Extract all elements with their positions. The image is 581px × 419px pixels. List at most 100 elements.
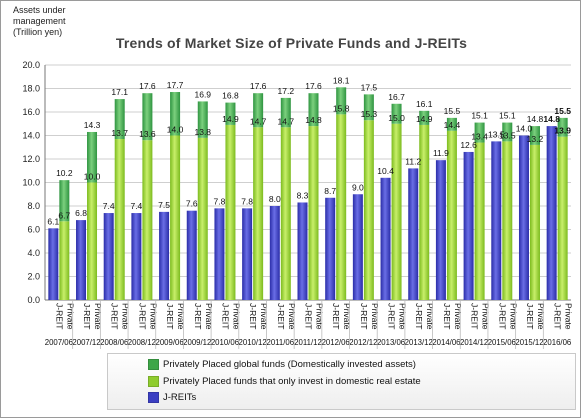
- bar-type-label: Private: [481, 303, 491, 330]
- y-tick-label: 14.0: [22, 131, 40, 141]
- legend-swatch: [148, 392, 159, 403]
- bar-type-label: Private: [259, 303, 269, 330]
- legend: Privately Placed global funds (Domestica…: [107, 353, 576, 410]
- domestic-value-label: 13.6: [139, 129, 156, 139]
- bar-type-label: Private: [508, 303, 518, 330]
- domestic-value-label: 13.7: [111, 128, 128, 138]
- y-axis-label-line: management: [13, 16, 66, 26]
- bar-type-label: Private: [65, 303, 75, 330]
- jreit-bar: [546, 126, 557, 300]
- jreit-value-label: 13.5: [488, 129, 505, 139]
- domestic-value-label: 14.7: [278, 116, 295, 126]
- x-tick-label: 2015/06: [488, 338, 516, 347]
- x-tick-label: 2010/12: [239, 338, 267, 347]
- y-tick-label: 16.0: [22, 107, 40, 117]
- global-bar: [114, 99, 125, 140]
- y-tick-label: 2.0: [27, 272, 40, 282]
- bar-type-label: J-REIT: [442, 303, 452, 329]
- bar-type-label: Private: [204, 303, 214, 330]
- jreit-value-label: 7.4: [103, 201, 115, 211]
- domestic-bar: [253, 127, 264, 301]
- domestic-bar: [225, 124, 236, 300]
- global-bar: [225, 102, 236, 125]
- jreit-value-label: 14.8: [543, 114, 560, 124]
- global-value-label: 17.2: [278, 86, 295, 96]
- domestic-value-label: 13.9: [554, 126, 571, 136]
- x-tick-label: 2014/12: [460, 338, 488, 347]
- x-tick-label: 2009/06: [155, 338, 183, 347]
- x-tick-label: 2011/12: [294, 338, 322, 347]
- y-axis-label-line: (Trillion yen): [13, 27, 63, 37]
- domestic-bar: [391, 123, 402, 300]
- global-bar: [280, 97, 291, 128]
- x-tick-label: 2008/06: [100, 338, 128, 347]
- global-value-label: 14.3: [84, 120, 101, 130]
- bar-type-label: J-REIT: [276, 303, 286, 329]
- global-value-label: 17.6: [139, 81, 156, 91]
- domestic-bar: [419, 124, 430, 300]
- bar-type-label: Private: [564, 303, 574, 330]
- global-bar: [557, 117, 568, 137]
- jreit-value-label: 6.8: [75, 208, 87, 218]
- global-bar: [253, 93, 264, 128]
- bar-type-label: Private: [315, 303, 325, 330]
- domestic-bar: [59, 221, 70, 300]
- domestic-value-label: 10.0: [84, 172, 101, 182]
- legend-item-jreits: J-REITs: [148, 392, 196, 403]
- global-bar: [502, 122, 513, 142]
- bar-type-label: Private: [176, 303, 186, 330]
- bar-type-label: J-REIT: [82, 303, 92, 329]
- jreit-value-label: 7.6: [186, 199, 198, 209]
- jreit-bar: [352, 194, 363, 300]
- x-tick-label: 2012/12: [349, 338, 377, 347]
- global-bar: [529, 126, 540, 145]
- global-bar: [308, 93, 319, 127]
- global-value-label: 17.7: [167, 80, 184, 90]
- global-bar: [391, 103, 402, 124]
- legend-label: Privately Placed funds that only invest …: [163, 376, 421, 387]
- jreit-bar: [380, 177, 391, 300]
- jreit-bar: [297, 202, 308, 300]
- jreit-bar: [408, 168, 419, 300]
- global-bar: [474, 122, 485, 143]
- domestic-bar: [170, 135, 181, 300]
- global-bar: [142, 93, 153, 141]
- domestic-bar: [280, 127, 291, 301]
- legend-label: J-REITs: [163, 392, 197, 403]
- x-tick-label: 2007/12: [72, 338, 100, 347]
- global-value-label: 15.1: [471, 111, 488, 121]
- bar-type-label: Private: [93, 303, 103, 330]
- global-value-label: 10.2: [56, 168, 73, 178]
- domestic-value-label: 14.4: [444, 120, 461, 130]
- global-value-label: 16.7: [388, 92, 405, 102]
- y-tick-label: 18.0: [22, 84, 40, 94]
- domestic-bar: [336, 114, 347, 300]
- global-bar: [87, 131, 98, 183]
- domestic-value-label: 15.0: [388, 113, 405, 123]
- jreit-value-label: 8.0: [269, 194, 281, 204]
- x-tick-label: 2011/06: [267, 338, 295, 347]
- bar-type-label: J-REIT: [525, 303, 535, 329]
- global-value-label: 14.8: [527, 114, 544, 124]
- domestic-value-label: 14.9: [222, 114, 239, 124]
- domestic-bar: [502, 141, 513, 300]
- global-bar: [419, 110, 430, 125]
- jreit-value-label: 9.0: [352, 182, 364, 192]
- global-bar: [197, 101, 208, 138]
- jreit-value-label: 11.9: [433, 148, 449, 158]
- domestic-value-label: 13.8: [194, 127, 211, 137]
- x-tick-label: 2015/12: [515, 338, 543, 347]
- jreit-value-label: 14.0: [516, 124, 533, 134]
- x-tick-label: 2013/06: [377, 338, 405, 347]
- jreit-bar: [76, 220, 87, 300]
- jreit-value-label: 10.4: [377, 166, 394, 176]
- domestic-bar: [114, 139, 125, 300]
- global-bar: [446, 117, 457, 131]
- domestic-bar: [87, 182, 98, 300]
- x-tick-label: 2007/06: [45, 338, 73, 347]
- y-tick-label: 6.0: [27, 225, 40, 235]
- bar-type-label: Private: [398, 303, 408, 330]
- bar-type-label: J-REIT: [248, 303, 258, 329]
- global-bar: [59, 180, 70, 222]
- bar-type-label: Private: [121, 303, 131, 330]
